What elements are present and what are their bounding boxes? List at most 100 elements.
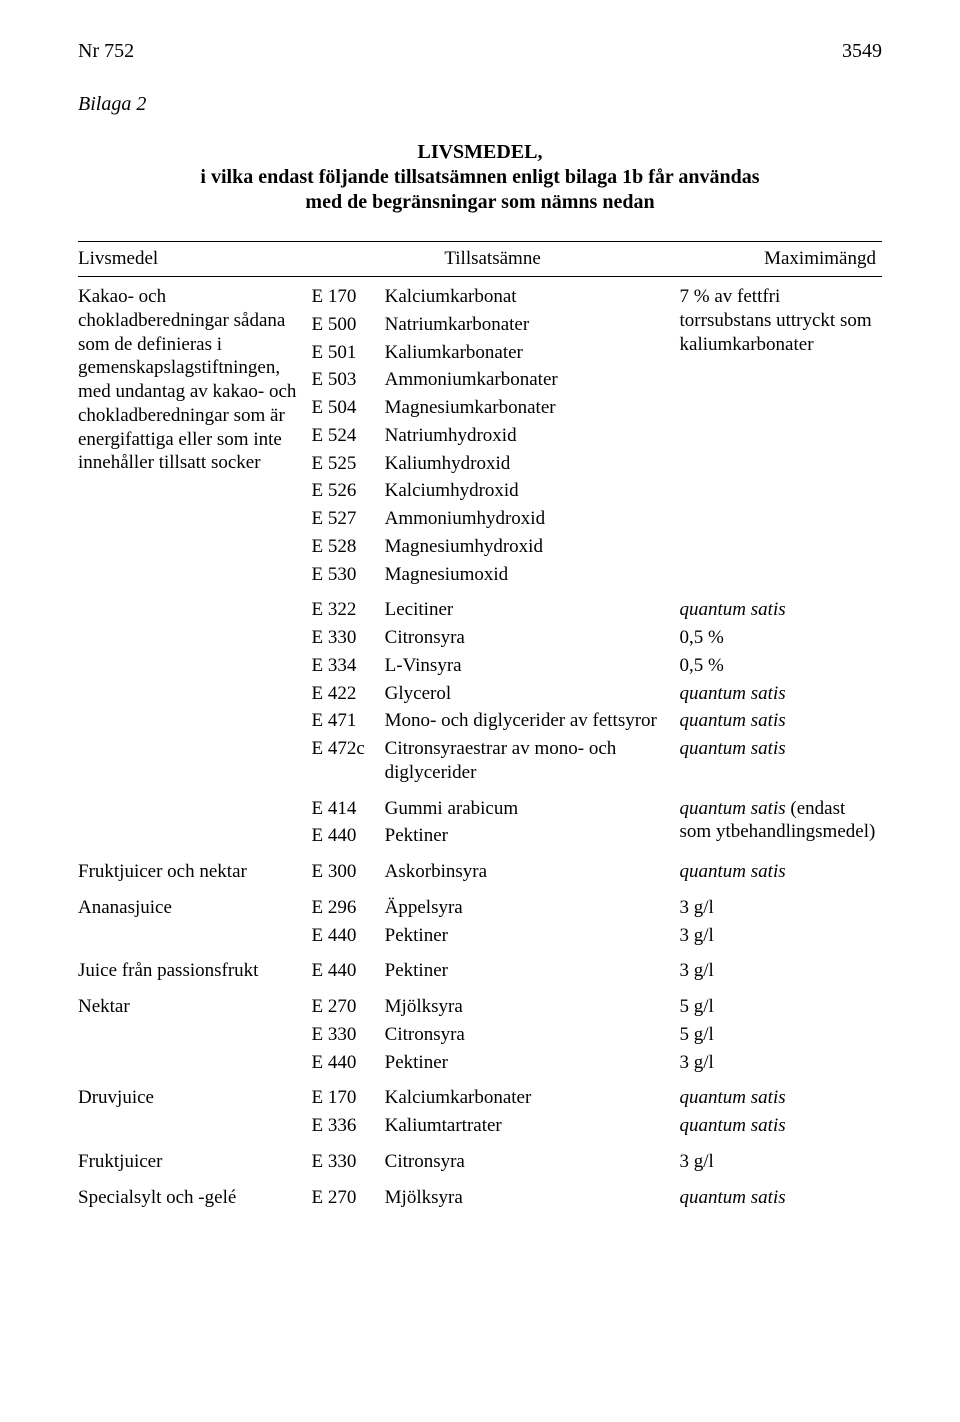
table-row: E 330Citronsyra5 g/l	[78, 1021, 882, 1049]
table-row: DruvjuiceE 170Kalciumkarbonaterquantum s…	[78, 1076, 882, 1112]
additive-name: Kaliumhydroxid	[385, 450, 680, 478]
table-row: E 472cCitronsyraestrar av mono- och digl…	[78, 735, 882, 787]
max-cell: 7 % av fettfri torrsubstans uttryckt som…	[680, 277, 882, 589]
additive-code: E 440	[312, 822, 385, 850]
max-cell: quantum satis	[680, 735, 882, 787]
table-header-row: Livsmedel Tillsatsämne Maximimängd	[78, 242, 882, 277]
additive-name: Kalciumhydroxid	[385, 477, 680, 505]
additive-code: E 524	[312, 422, 385, 450]
livsmedel-cell	[78, 822, 312, 850]
livsmedel-cell	[78, 652, 312, 680]
additive-name: Kalciumkarbonater	[385, 1076, 680, 1112]
additive-code: E 300	[312, 850, 385, 886]
additive-code: E 500	[312, 311, 385, 339]
max-cell: quantum satis	[680, 850, 882, 886]
max-cell: 3 g/l	[680, 1140, 882, 1176]
additive-code: E 503	[312, 366, 385, 394]
additive-code: E 440	[312, 922, 385, 950]
max-cell: 3 g/l	[680, 1049, 882, 1077]
additive-code: E 330	[312, 1021, 385, 1049]
title-line-1: LIVSMEDEL,	[78, 140, 882, 165]
additive-code: E 322	[312, 588, 385, 624]
header-left: Nr 752	[78, 40, 134, 63]
additive-code: E 504	[312, 394, 385, 422]
livsmedel-cell	[78, 680, 312, 708]
additive-code: E 336	[312, 1112, 385, 1140]
additive-name: Mono- och diglycerider av fettsyror	[385, 707, 680, 735]
livsmedel-cell	[78, 624, 312, 652]
table-row: AnanasjuiceE 296Äppelsyra3 g/l	[78, 886, 882, 922]
additive-name: Pektiner	[385, 1049, 680, 1077]
max-cell: 3 g/l	[680, 886, 882, 922]
additive-code: E 527	[312, 505, 385, 533]
col-livsmedel: Livsmedel	[78, 242, 312, 277]
table-row: E 322Lecitinerquantum satis	[78, 588, 882, 624]
additive-name: Mjölksyra	[385, 985, 680, 1021]
header-right: 3549	[842, 40, 882, 63]
additive-name: Citronsyraestrar av mono- och diglycerid…	[385, 735, 680, 787]
additive-name: Kaliumtartrater	[385, 1112, 680, 1140]
additive-code: E 170	[312, 277, 385, 311]
table-row: E 334L-Vinsyra0,5 %	[78, 652, 882, 680]
additive-code: E 334	[312, 652, 385, 680]
table-row: Kakao- och chokladberedningar sådana som…	[78, 277, 882, 311]
additive-code: E 270	[312, 1176, 385, 1212]
additive-code: E 330	[312, 624, 385, 652]
livsmedel-cell	[78, 787, 312, 823]
title-line-2: i vilka endast följande tillsatsämnen en…	[78, 165, 882, 190]
table-row: E 422Glycerolquantum satis	[78, 680, 882, 708]
livsmedel-cell	[78, 588, 312, 624]
col-tillsatsamne: Tillsatsämne	[312, 242, 680, 277]
additive-code: E 525	[312, 450, 385, 478]
table-row: Fruktjuicer och nektarE 300Askorbinsyraq…	[78, 850, 882, 886]
additive-name: Mjölksyra	[385, 1176, 680, 1212]
additive-name: Citronsyra	[385, 1021, 680, 1049]
additive-name: Natriumhydroxid	[385, 422, 680, 450]
table-row: E 440Pektiner3 g/l	[78, 1049, 882, 1077]
livsmedel-cell	[78, 707, 312, 735]
livsmedel-cell: Ananasjuice	[78, 886, 312, 922]
table-row: E 330Citronsyra0,5 %	[78, 624, 882, 652]
max-cell: quantum satis (endast som ytbehandlingsm…	[680, 787, 882, 851]
additive-code: E 528	[312, 533, 385, 561]
additive-name: Lecitiner	[385, 588, 680, 624]
max-cell: quantum satis	[680, 1076, 882, 1112]
table-row: FruktjuicerE 330Citronsyra3 g/l	[78, 1140, 882, 1176]
max-cell: quantum satis	[680, 680, 882, 708]
livsmedel-cell: Kakao- och chokladberedningar sådana som…	[78, 277, 312, 589]
livsmedel-cell: Fruktjuicer och nektar	[78, 850, 312, 886]
additive-code: E 440	[312, 949, 385, 985]
table-row: E 471Mono- och diglycerider av fettsyror…	[78, 707, 882, 735]
table-row: NektarE 270Mjölksyra5 g/l	[78, 985, 882, 1021]
additive-name: Ammoniumkarbonater	[385, 366, 680, 394]
additive-name: Askorbinsyra	[385, 850, 680, 886]
table-row: Specialsylt och -geléE 270Mjölksyraquant…	[78, 1176, 882, 1212]
max-cell: 3 g/l	[680, 949, 882, 985]
table-row: E 440Pektiner3 g/l	[78, 922, 882, 950]
livsmedel-cell: Specialsylt och -gelé	[78, 1176, 312, 1212]
additive-name: Magnesiumoxid	[385, 561, 680, 589]
additive-code: E 170	[312, 1076, 385, 1112]
additive-name: Citronsyra	[385, 624, 680, 652]
additive-name: Magnesiumhydroxid	[385, 533, 680, 561]
max-cell: quantum satis	[680, 588, 882, 624]
additive-name: Ammoniumhydroxid	[385, 505, 680, 533]
additive-code: E 526	[312, 477, 385, 505]
max-cell: quantum satis	[680, 1176, 882, 1212]
additive-code: E 501	[312, 339, 385, 367]
additive-code: E 414	[312, 787, 385, 823]
additive-name: Pektiner	[385, 822, 680, 850]
additive-name: Kaliumkarbonater	[385, 339, 680, 367]
livsmedel-cell	[78, 922, 312, 950]
additive-name: Glycerol	[385, 680, 680, 708]
livsmedel-cell: Juice från passionsfrukt	[78, 949, 312, 985]
additive-code: E 422	[312, 680, 385, 708]
additive-code: E 270	[312, 985, 385, 1021]
additive-code: E 472c	[312, 735, 385, 787]
additive-code: E 471	[312, 707, 385, 735]
additive-name: Pektiner	[385, 922, 680, 950]
livsmedel-cell	[78, 1049, 312, 1077]
title-line-3: med de begränsningar som nämns nedan	[78, 190, 882, 215]
max-cell: 5 g/l	[680, 1021, 882, 1049]
max-cell: quantum satis	[680, 707, 882, 735]
